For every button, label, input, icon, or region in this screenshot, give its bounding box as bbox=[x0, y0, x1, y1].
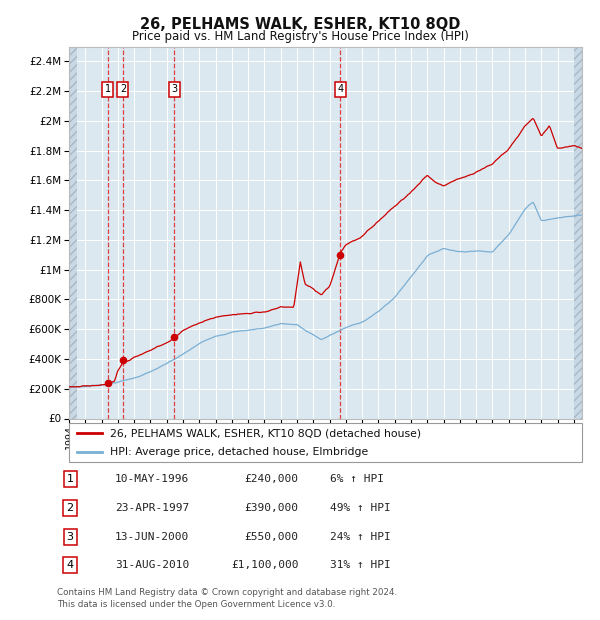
Text: 3: 3 bbox=[67, 532, 74, 542]
Text: 1: 1 bbox=[104, 84, 110, 94]
Text: 23-APR-1997: 23-APR-1997 bbox=[115, 503, 189, 513]
Text: £550,000: £550,000 bbox=[245, 532, 299, 542]
Text: 26, PELHAMS WALK, ESHER, KT10 8QD (detached house): 26, PELHAMS WALK, ESHER, KT10 8QD (detac… bbox=[110, 428, 421, 438]
Text: 3: 3 bbox=[171, 84, 177, 94]
Bar bbox=[574, 46, 582, 419]
Text: £1,100,000: £1,100,000 bbox=[231, 560, 299, 570]
Bar bbox=[69, 46, 77, 419]
Text: HPI: Average price, detached house, Elmbridge: HPI: Average price, detached house, Elmb… bbox=[110, 447, 368, 457]
Text: Contains HM Land Registry data © Crown copyright and database right 2024.
This d: Contains HM Land Registry data © Crown c… bbox=[57, 588, 397, 609]
Text: 4: 4 bbox=[337, 84, 343, 94]
Text: 49% ↑ HPI: 49% ↑ HPI bbox=[330, 503, 391, 513]
Text: 6% ↑ HPI: 6% ↑ HPI bbox=[330, 474, 384, 484]
Text: 10-MAY-1996: 10-MAY-1996 bbox=[115, 474, 189, 484]
Text: 2: 2 bbox=[120, 84, 126, 94]
Text: 2: 2 bbox=[67, 503, 74, 513]
Text: 26, PELHAMS WALK, ESHER, KT10 8QD: 26, PELHAMS WALK, ESHER, KT10 8QD bbox=[140, 17, 460, 32]
Text: 4: 4 bbox=[67, 560, 74, 570]
Text: £240,000: £240,000 bbox=[245, 474, 299, 484]
Text: 13-JUN-2000: 13-JUN-2000 bbox=[115, 532, 189, 542]
Text: £390,000: £390,000 bbox=[245, 503, 299, 513]
Bar bbox=[69, 46, 77, 419]
Text: 31% ↑ HPI: 31% ↑ HPI bbox=[330, 560, 391, 570]
Text: 1: 1 bbox=[67, 474, 74, 484]
Bar bbox=[574, 46, 582, 419]
Text: Price paid vs. HM Land Registry's House Price Index (HPI): Price paid vs. HM Land Registry's House … bbox=[131, 30, 469, 43]
Text: 24% ↑ HPI: 24% ↑ HPI bbox=[330, 532, 391, 542]
Text: 31-AUG-2010: 31-AUG-2010 bbox=[115, 560, 189, 570]
